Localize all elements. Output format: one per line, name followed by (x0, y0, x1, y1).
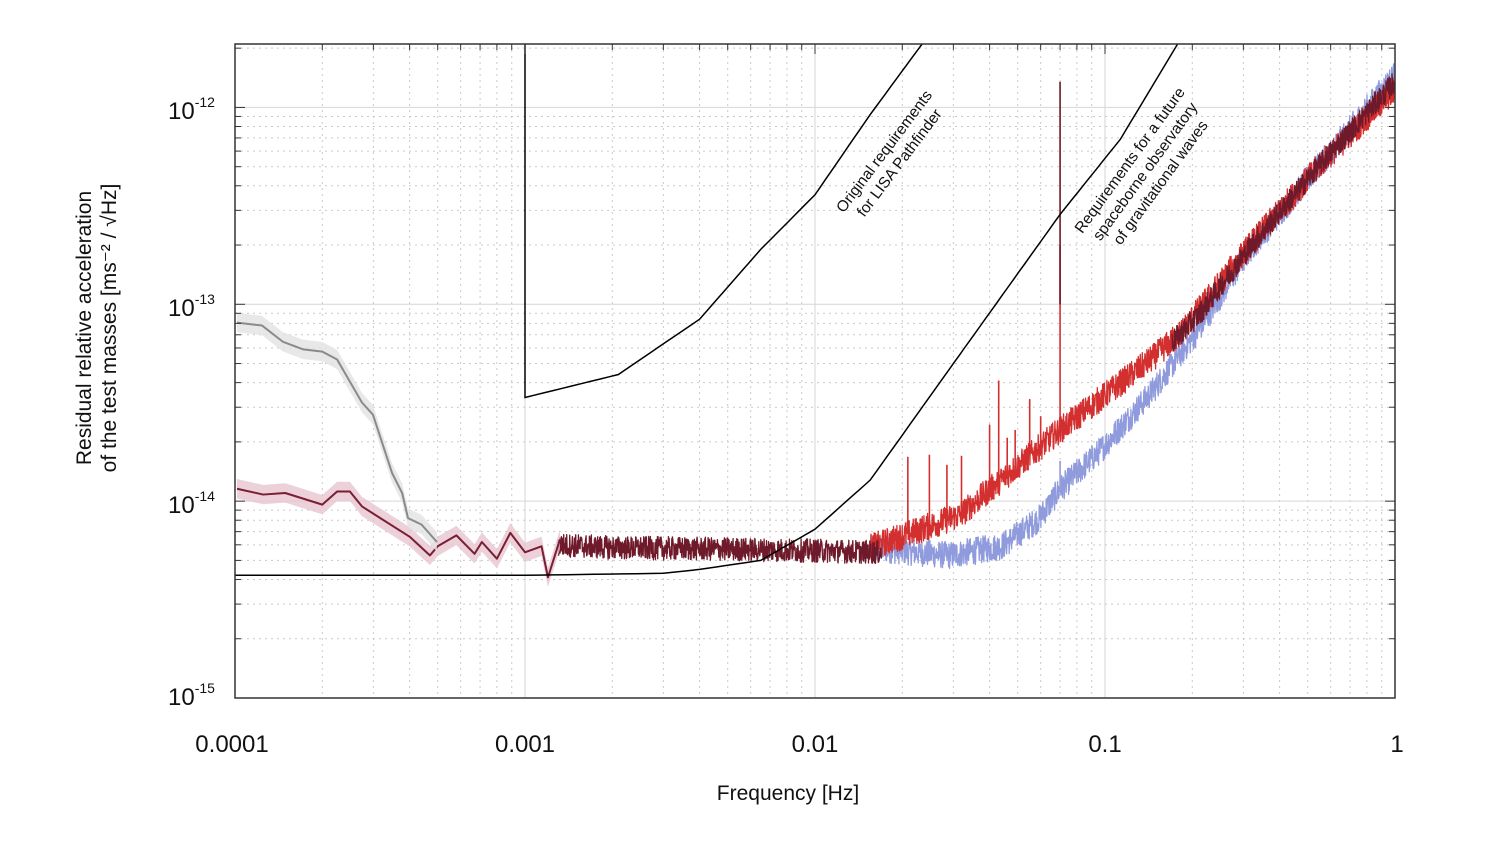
y-axis-label: Residual relative acceleration of the te… (73, 184, 121, 473)
annotation-lisa-pathfinder: Original requirements for LISA Pathfinde… (833, 87, 945, 220)
y-tick-label: 10-15 (168, 680, 215, 711)
series-line-gray (236, 321, 438, 543)
x-axis-label: Frequency [Hz] (717, 782, 859, 805)
x-tick-label: 0.0001 (195, 731, 268, 758)
y-tick-label: 10-14 (168, 488, 215, 519)
requirement-curves (235, 43, 1179, 577)
y-tick-label: 10-13 (168, 291, 215, 322)
y-tick-labels: 10-12 10-13 10-14 10-15 (168, 94, 215, 711)
data-series (236, 63, 1396, 588)
annotation-line: spaceborne observatory (1090, 99, 1202, 244)
x-tick-label: 0.1 (1088, 731, 1121, 758)
x-tick-labels: 0.0001 0.001 0.01 0.1 1 (195, 731, 1403, 758)
series-line-blue (869, 63, 1396, 570)
x-tick-label: 0.001 (495, 731, 555, 758)
series-band-dark-red-low (236, 479, 560, 588)
requirement-curve-lisa-pathfinder (524, 43, 923, 399)
y-tick-label: 10-12 (168, 94, 215, 125)
requirement-curve-gravitational-wave-observatory (235, 43, 1179, 577)
x-tick-label: 1 (1390, 731, 1403, 758)
series-line-dark-red-high (1171, 73, 1396, 352)
x-tick-label: 0.01 (792, 731, 839, 758)
series-line-dark-red-low (236, 487, 561, 579)
axis-ticks (234, 44, 1395, 699)
y-axis-label-line: Residual relative acceleration (73, 191, 96, 465)
series-line-dark-red-noisy (557, 533, 883, 564)
grid (234, 44, 1395, 699)
y-axis-label-line: of the test masses [ms⁻² / √Hz] (98, 184, 121, 473)
